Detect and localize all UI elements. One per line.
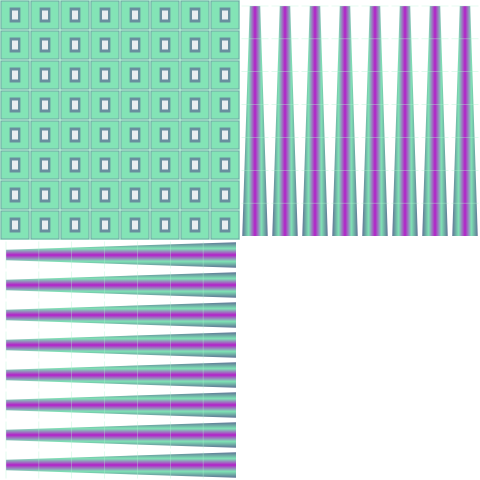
grid-tile — [0, 150, 30, 180]
grid-tile — [180, 60, 210, 90]
grid-tile — [210, 60, 240, 90]
grid-tile — [210, 30, 240, 60]
grid-tile — [60, 180, 90, 210]
blank-panel — [240, 240, 480, 480]
grid-tile — [210, 120, 240, 150]
grid-tile — [120, 180, 150, 210]
grid-tile — [60, 120, 90, 150]
grid-tile — [120, 30, 150, 60]
grid-tile — [180, 150, 210, 180]
grid-tile — [60, 0, 90, 30]
checker-pattern-panel — [0, 0, 240, 240]
grid-tile — [120, 0, 150, 30]
grid-tile — [60, 90, 90, 120]
horizontal-stripe — [5, 271, 236, 299]
vertical-stripe — [361, 5, 389, 236]
grid-tile — [30, 0, 60, 30]
vertical-stripe-panel — [240, 0, 480, 240]
grid-tile — [90, 60, 120, 90]
grid-tile — [90, 0, 120, 30]
grid-tile — [90, 150, 120, 180]
grid-tile — [210, 0, 240, 30]
horizontal-stripe — [5, 451, 236, 479]
grid-tile — [60, 60, 90, 90]
grid-tile — [90, 90, 120, 120]
grid-tile — [120, 150, 150, 180]
grid-tile — [210, 180, 240, 210]
grid-tile — [60, 30, 90, 60]
grid-tile — [30, 90, 60, 120]
grid-tile — [210, 210, 240, 240]
grid-tile — [30, 150, 60, 180]
horizontal-stripe-panel — [0, 240, 240, 480]
grid-tile — [150, 180, 180, 210]
horizontal-stripe — [5, 421, 236, 449]
vertical-stripe — [451, 5, 479, 236]
grid-tile — [0, 120, 30, 150]
vertical-stripe — [331, 5, 359, 236]
vertical-stripe — [241, 5, 269, 236]
grid-tile — [30, 60, 60, 90]
vertical-stripe — [301, 5, 329, 236]
vertical-stripe — [271, 5, 299, 236]
grid-tile — [30, 180, 60, 210]
grid-tile — [60, 210, 90, 240]
grid-tile — [30, 120, 60, 150]
grid-tile — [30, 210, 60, 240]
grid-tile — [180, 0, 210, 30]
grid-tile — [180, 30, 210, 60]
grid-tile — [0, 210, 30, 240]
horizontal-stripe-graphic — [5, 241, 236, 479]
horizontal-stripe — [5, 361, 236, 389]
grid-tile — [150, 30, 180, 60]
grid-tile — [60, 150, 90, 180]
grid-tile — [90, 120, 120, 150]
grid-tile — [150, 60, 180, 90]
grid-tile — [180, 120, 210, 150]
grid-tile — [150, 90, 180, 120]
grid-tile — [120, 120, 150, 150]
grid-tile — [180, 210, 210, 240]
grid-tile — [0, 60, 30, 90]
grid-tile — [30, 30, 60, 60]
grid-tile — [180, 180, 210, 210]
grid-tile — [90, 210, 120, 240]
vertical-stripe — [421, 5, 449, 236]
vertical-stripe — [391, 5, 419, 236]
horizontal-stripe — [5, 331, 236, 359]
grid-tile — [210, 90, 240, 120]
grid-tile — [150, 120, 180, 150]
grid-tile — [120, 90, 150, 120]
horizontal-stripe — [5, 241, 236, 269]
grid-tile — [150, 150, 180, 180]
grid-tile — [0, 0, 30, 30]
grid-tile — [150, 0, 180, 30]
grid-tile — [90, 180, 120, 210]
grid-tile — [210, 150, 240, 180]
grid-tile — [0, 180, 30, 210]
grid-tile — [180, 90, 210, 120]
grid-tile — [120, 60, 150, 90]
grid-tile — [0, 90, 30, 120]
grid-tile — [0, 30, 30, 60]
horizontal-stripe — [5, 301, 236, 329]
grid-tile — [120, 210, 150, 240]
checker-pattern-graphic — [0, 0, 240, 240]
horizontal-stripe — [5, 391, 236, 419]
vertical-stripe-graphic — [241, 5, 479, 236]
grid-tile — [150, 210, 180, 240]
grid-tile — [90, 30, 120, 60]
